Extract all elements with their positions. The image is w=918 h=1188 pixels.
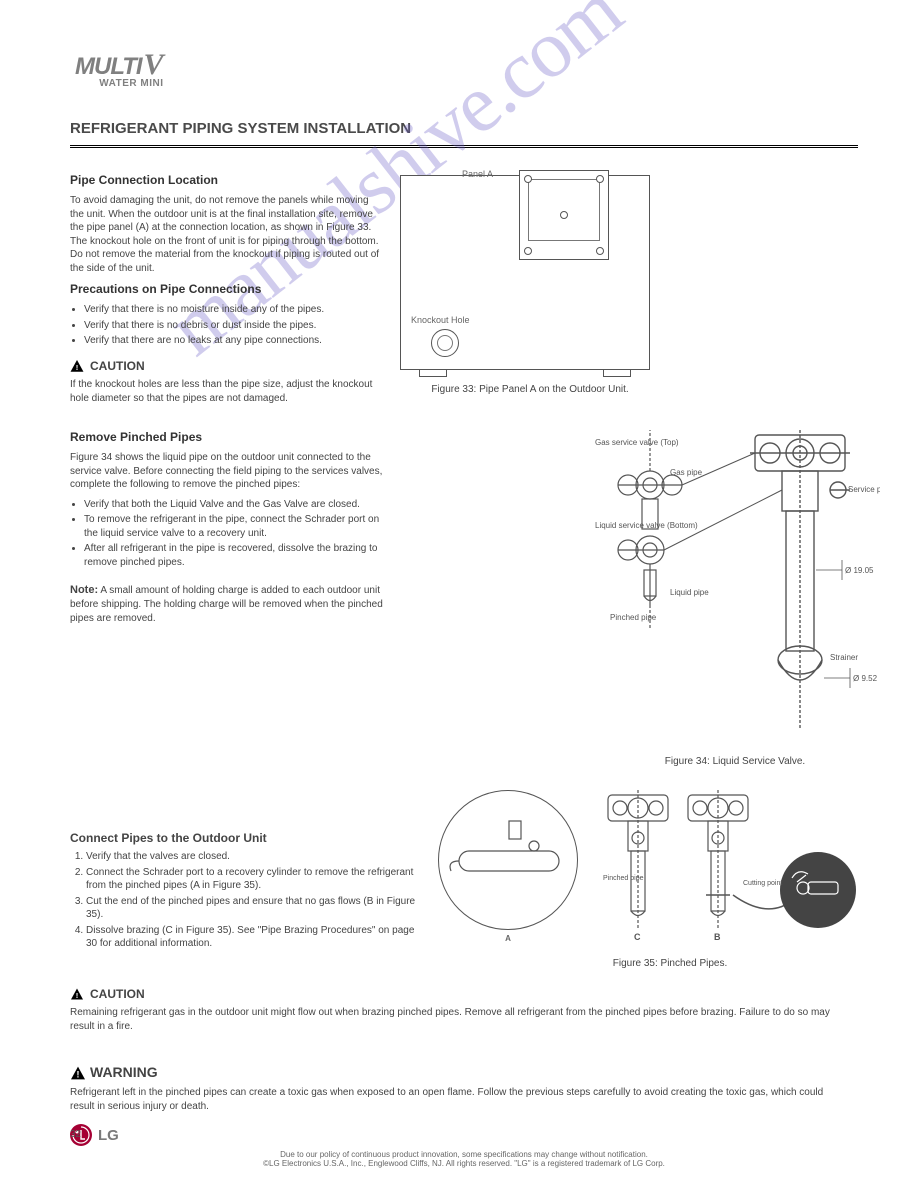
connect-steps: Verify that the valves are closed. Conne… <box>86 850 420 951</box>
fig34-dim1-label: Ø 19.05 <box>845 566 874 575</box>
warning-label: WARNING <box>90 1063 158 1082</box>
precautions-list: Verify that there is no moisture inside … <box>84 303 385 348</box>
connect-pipes-block: Connect Pipes to the Outdoor Unit Verify… <box>70 830 420 953</box>
svg-text:!: ! <box>76 991 79 1000</box>
remove-item: To remove the refrigerant in the pipe, c… <box>84 513 385 540</box>
caution-text-2: Remaining refrigerant gas in the outdoor… <box>70 1006 830 1033</box>
fig34-liq-valve-label: Liquid service valve (Bottom) <box>595 521 698 530</box>
caution-label-2: CAUTION <box>90 986 145 1002</box>
para-remove: Figure 34 shows the liquid pipe on the o… <box>70 451 385 492</box>
figure-33: Panel A Knockout Hole Figure 33: Pipe Pa… <box>400 175 660 395</box>
left-column: Pipe Connection Location To avoid damagi… <box>70 168 385 631</box>
remove-item: Verify that both the Liquid Valve and th… <box>84 498 385 512</box>
para-location: To avoid damaging the unit, do not remov… <box>70 194 385 275</box>
page-number: 32 <box>70 1129 81 1140</box>
knockout-label: Knockout Hole <box>411 315 470 325</box>
svg-text:!: ! <box>77 1069 80 1079</box>
note-label: Note: <box>70 584 98 596</box>
warning-block: ! WARNING Refrigerant left in the pinche… <box>70 1063 858 1113</box>
footer-copyright: ©LG Electronics U.S.A., Inc., Englewood … <box>70 1159 858 1168</box>
warning-icon: ! <box>70 1066 86 1080</box>
fig35-valves: C B Pinched pipe Cutting point <box>598 790 858 960</box>
section-title: REFRIGERANT PIPING SYSTEM INSTALLATION <box>70 120 858 137</box>
valve-diagram: Gas service valve (Top) Liquid service v… <box>590 430 880 750</box>
fig34-service-port-label: Service port <box>848 485 880 494</box>
unit-outline: Panel A Knockout Hole <box>400 175 650 370</box>
remove-list: Verify that both the Liquid Valve and th… <box>84 498 385 570</box>
page-footer: LG Due to our policy of continuous produ… <box>70 1124 858 1168</box>
connect-step: Cut the end of the pinched pipes and ens… <box>86 895 420 922</box>
logo-v: V <box>144 48 164 81</box>
fig35-c-label: C <box>634 932 641 942</box>
caution-text: If the knockout holes are less than the … <box>70 378 385 405</box>
footer-disclaimer: Due to our policy of continuous product … <box>70 1150 858 1159</box>
precaution-item: Verify that there is no debris or dust i… <box>84 319 385 333</box>
precaution-item: Verify that there are no leaks at any pi… <box>84 334 385 348</box>
caution-block: ! CAUTION <box>70 358 385 374</box>
fig34-liquid-label: Liquid pipe <box>670 588 709 597</box>
bottom-section: Connect Pipes to the Outdoor Unit Verify… <box>70 830 858 1113</box>
note-text: A small amount of holding charge is adde… <box>70 585 383 623</box>
fig35-detail-a <box>438 790 578 930</box>
note-block: Note: A small amount of holding charge i… <box>70 583 385 625</box>
remove-item: After all refrigerant in the pipe is rec… <box>84 542 385 569</box>
page-root: MULTIV WATER MINI REFRIGERANT PIPING SYS… <box>0 0 918 1188</box>
connect-step: Connect the Schrader port to a recovery … <box>86 866 420 893</box>
fig34-pinched-label: Pinched pipe <box>610 613 657 622</box>
fig34-gas-valve-label: Gas service valve (Top) <box>595 438 679 447</box>
figure-33-caption: Figure 33: Pipe Panel A on the Outdoor U… <box>400 384 660 395</box>
fig34-gas-label: Gas pipe <box>670 468 703 477</box>
heading-connect-pipes: Connect Pipes to the Outdoor Unit <box>70 830 420 846</box>
logo-multi: MULTI <box>75 53 142 80</box>
figure-34-caption: Figure 34: Liquid Service Valve. <box>590 756 880 767</box>
caution-label: CAUTION <box>90 358 145 374</box>
heading-remove-pinched: Remove Pinched Pipes <box>70 429 385 445</box>
heading-precautions: Precautions on Pipe Connections <box>70 281 385 297</box>
fig35-pinched-label: Pinched pipe <box>603 875 644 882</box>
warning-icon: ! <box>70 360 84 372</box>
connect-step: Dissolve brazing (C in Figure 35). See "… <box>86 924 420 951</box>
fig34-dim2-label: Ø 9.52 <box>853 674 878 683</box>
panel-a: Panel A <box>519 170 609 260</box>
heading-pipe-location: Pipe Connection Location <box>70 172 385 188</box>
figure-35: A <box>438 830 858 965</box>
precaution-item: Verify that there is no moisture inside … <box>84 303 385 317</box>
lg-text: LG <box>98 1127 119 1144</box>
fig34-strainer-label: Strainer <box>830 653 858 662</box>
panel-a-label: Panel A <box>462 169 493 179</box>
svg-text:!: ! <box>76 363 79 372</box>
section-rule <box>70 145 858 149</box>
fig35-a-label: A <box>438 934 578 945</box>
caution-block-2: ! CAUTION <box>70 986 858 1002</box>
connect-step: Verify that the valves are closed. <box>86 850 420 864</box>
brand-logo: MULTIV WATER MINI <box>75 48 164 89</box>
warning-text: Refrigerant left in the pinched pipes ca… <box>70 1086 830 1113</box>
fig35-cutting-label: Cutting point <box>743 880 782 887</box>
figure-34: Gas service valve (Top) Liquid service v… <box>590 430 880 767</box>
warning-icon: ! <box>70 988 84 1000</box>
fig35-b-label: B <box>714 932 721 942</box>
knockout-hole <box>431 329 459 357</box>
